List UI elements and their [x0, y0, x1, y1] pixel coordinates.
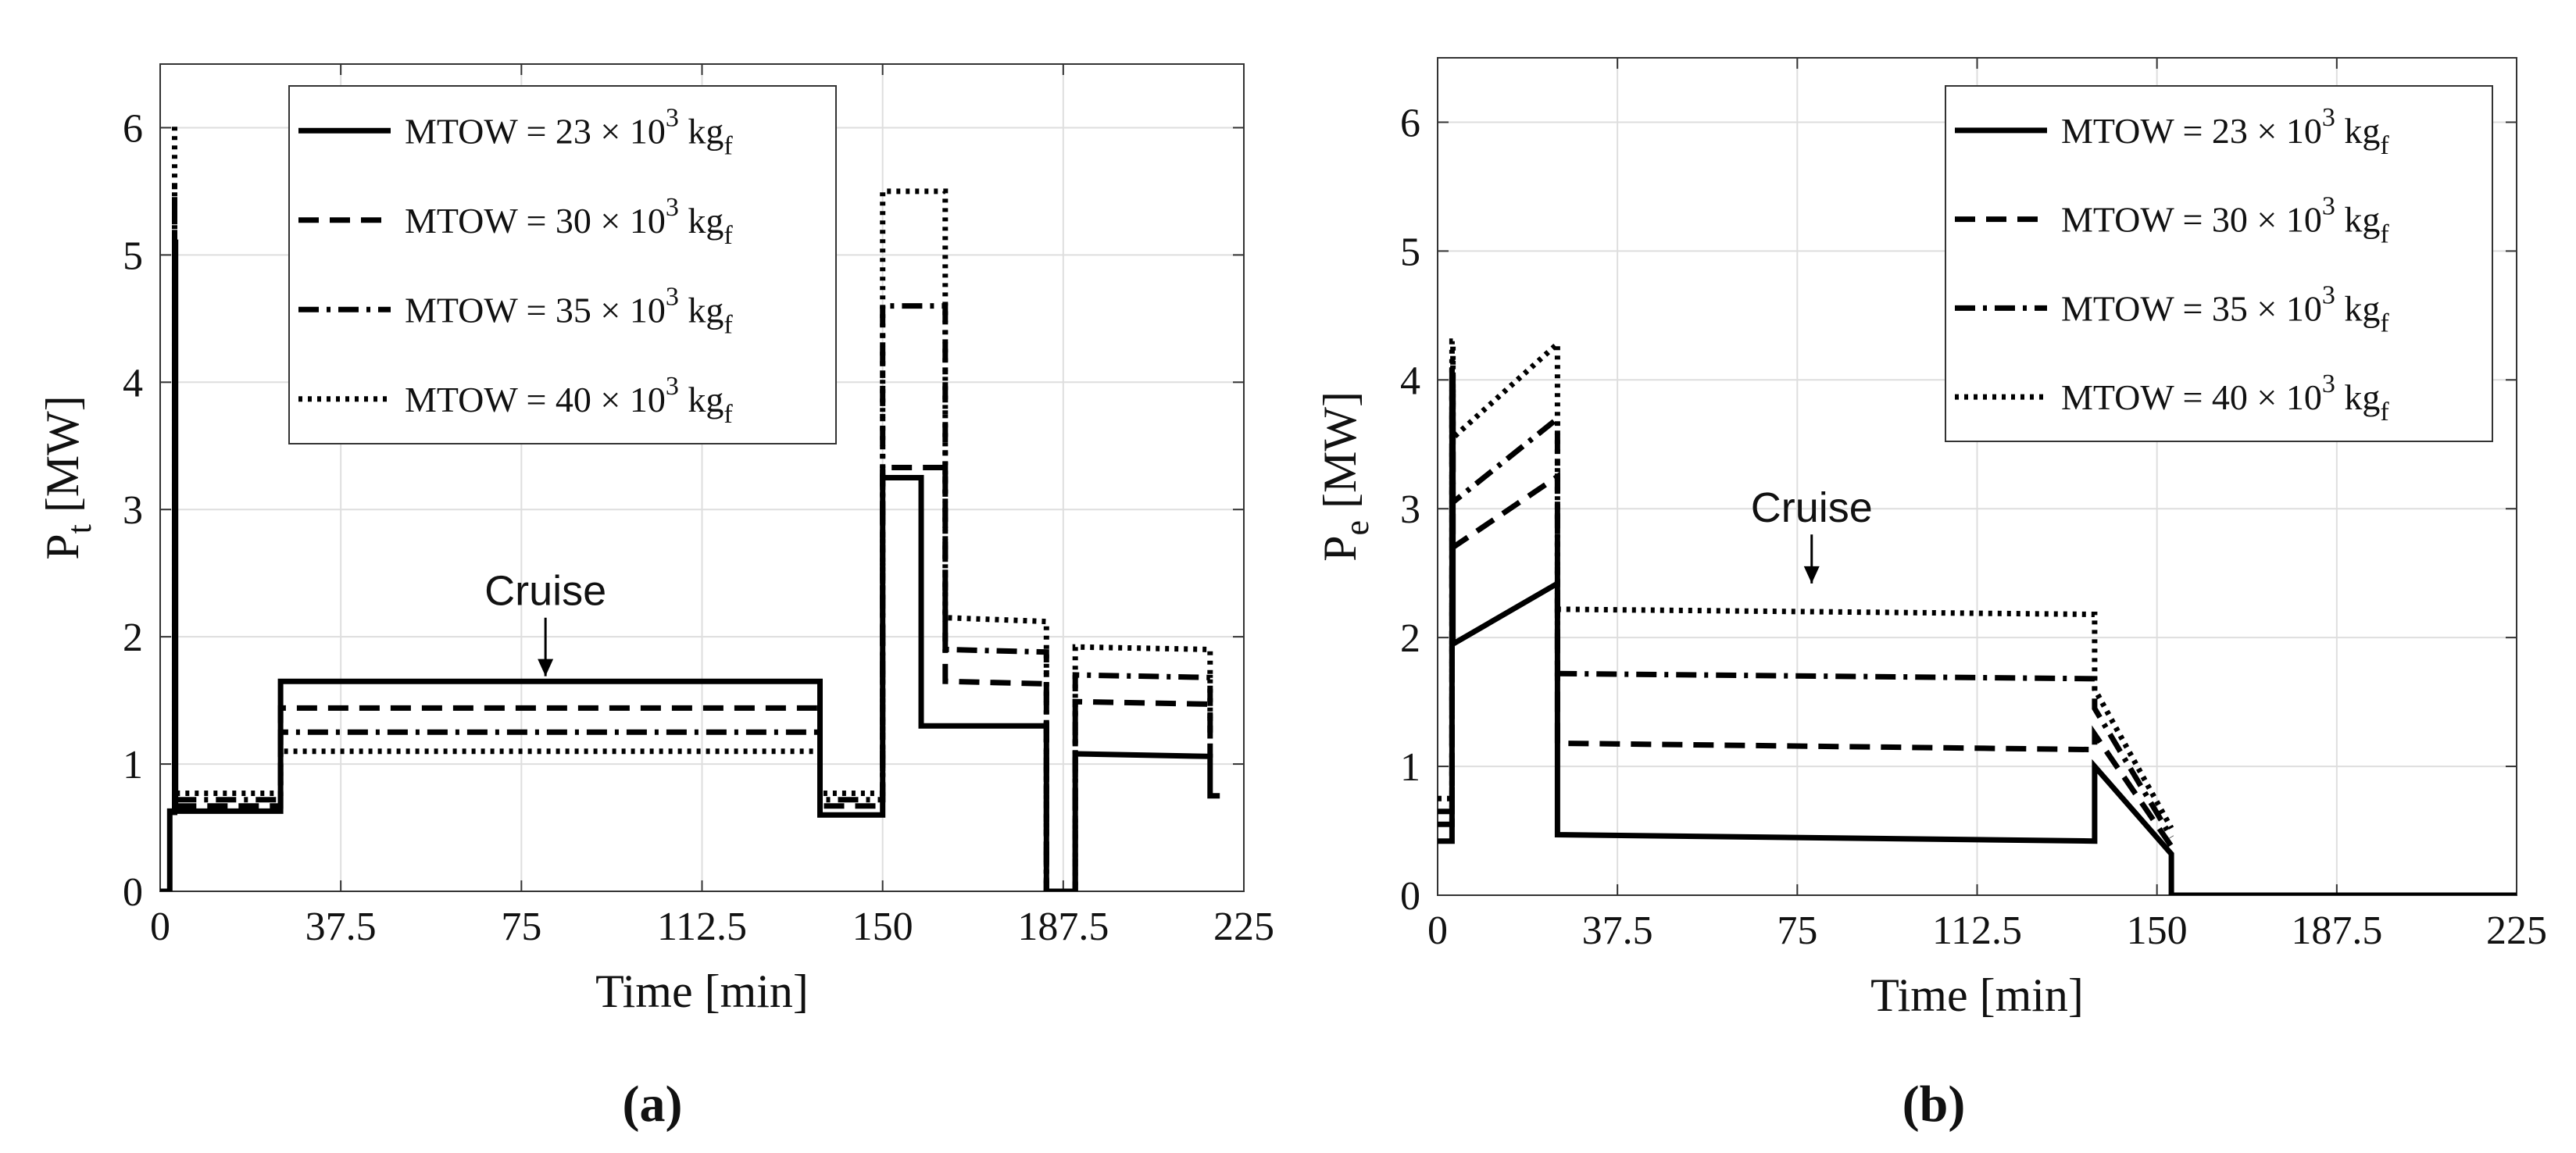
x-tick-label: 187.5: [2291, 908, 2382, 953]
y-tick-label: 3: [1400, 487, 1420, 532]
series-group: [1438, 337, 2517, 895]
y-tick-label: 4: [1400, 359, 1420, 403]
legend-entry: MTOW = 40 × 103 kgf: [405, 372, 733, 429]
legend-entry: MTOW = 35 × 103 kgf: [2061, 280, 2389, 337]
panel-label: (a): [623, 1076, 683, 1133]
x-axis-label: Time [min]: [595, 966, 809, 1017]
chart-panel-b: 0 37.5 75 112.5 150 187.5 225 0 1 2 3 4 5 6 Time [min]…: [1314, 57, 2547, 1133]
y-tick-label: 4: [123, 361, 143, 405]
cruise-arrow-head: [1803, 566, 1820, 584]
y-axis-label: Pt [MW]: [37, 395, 98, 560]
y-tick-label: 3: [123, 488, 143, 533]
x-axis-label: Time [min]: [1870, 969, 2084, 1021]
cruise-arrow-head: [538, 659, 554, 676]
y-axis-label: Pe [MW]: [1314, 391, 1376, 562]
legend-entry: MTOW = 23 × 103 kgf: [405, 103, 733, 160]
legend-box: [1945, 85, 2493, 442]
cruise-annotation: Cruise: [484, 568, 606, 615]
x-tick-label: 112.5: [1932, 908, 2022, 953]
y-tick-label: 0: [1400, 874, 1420, 919]
y-tick-label: 2: [123, 616, 143, 660]
legend-entry: MTOW = 40 × 103 kgf: [2061, 369, 2389, 427]
y-tick-label: 5: [1400, 230, 1420, 274]
x-tick-label: 150: [852, 905, 913, 949]
chart-panel-a: 0 37.5 75 112.5 150 187.5 225 0 1 2 3 4 5 6 Time [min]…: [37, 63, 1274, 1133]
x-tick-label: 75: [501, 905, 541, 949]
series-line-dashdot: [176, 303, 1213, 891]
y-tick-label: 6: [1400, 101, 1420, 145]
x-tick-label: 225: [2486, 908, 2547, 953]
y-tick-label: 2: [1400, 616, 1420, 661]
y-tick-label: 6: [123, 106, 143, 151]
y-tick-label: 1: [1400, 745, 1420, 790]
x-tick-label: 0: [1427, 908, 1448, 953]
y-tick-label: 5: [123, 234, 143, 278]
panel-label: (b): [1903, 1076, 1966, 1133]
x-tick-label: 37.5: [1582, 908, 1653, 953]
x-tick-label: 0: [150, 905, 170, 949]
x-tick-label: 112.5: [657, 905, 747, 949]
legend-box: [288, 85, 837, 444]
series-line-dotted: [1438, 337, 2174, 830]
x-tick-label: 225: [1213, 905, 1274, 949]
legend-entry: MTOW = 30 × 103 kgf: [405, 193, 733, 250]
x-tick-label: 150: [2127, 908, 2188, 953]
y-tick-label: 1: [123, 743, 143, 787]
series-line-solid: [1438, 390, 2517, 895]
cruise-annotation: Cruise: [1751, 484, 1873, 531]
y-tick-label: 0: [123, 870, 143, 915]
x-tick-label: 37.5: [305, 905, 377, 949]
x-tick-label: 75: [1777, 908, 1817, 953]
legend-entry: MTOW = 30 × 103 kgf: [2061, 192, 2389, 249]
legend-entry: MTOW = 23 × 103 kgf: [2061, 103, 2389, 160]
x-tick-label: 187.5: [1017, 905, 1109, 949]
legend-entry: MTOW = 35 × 103 kgf: [405, 282, 733, 339]
series-group: [160, 121, 1220, 891]
